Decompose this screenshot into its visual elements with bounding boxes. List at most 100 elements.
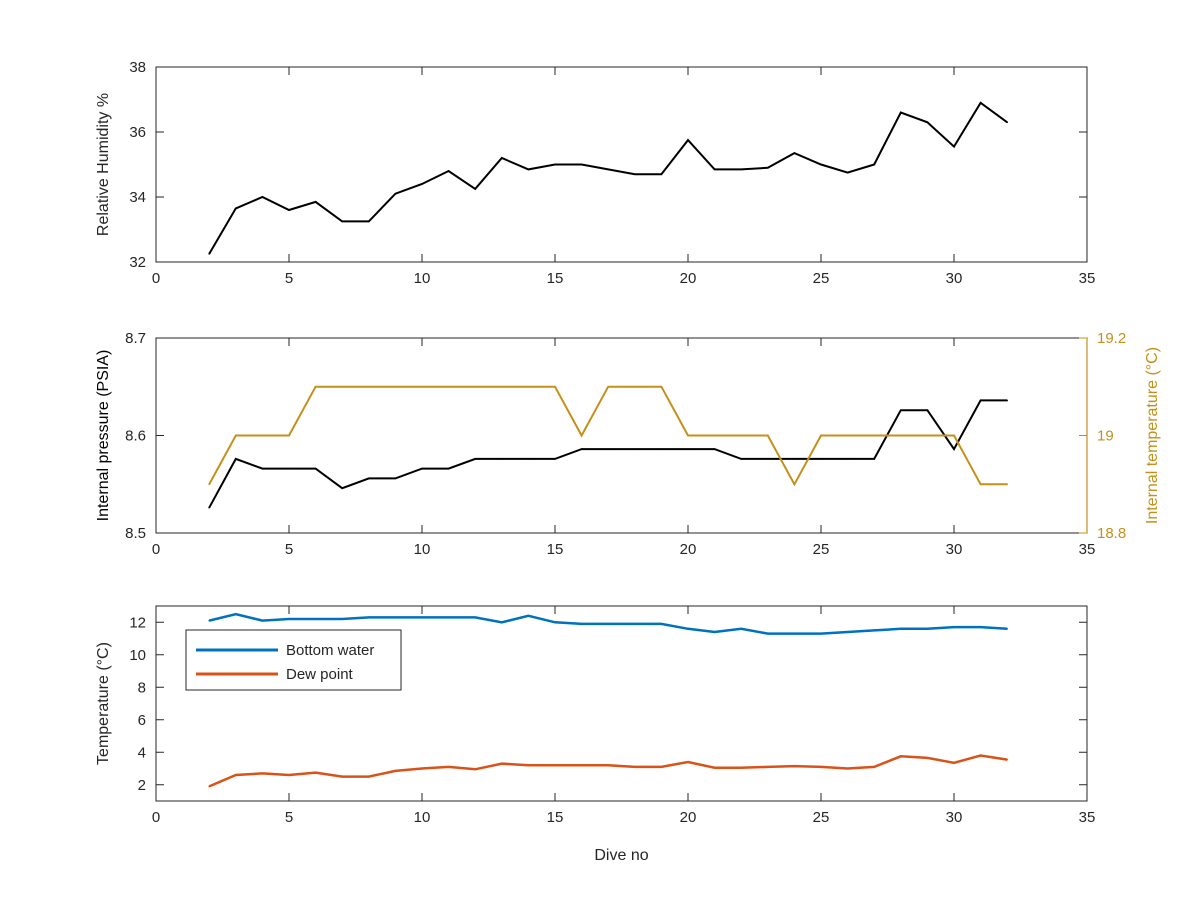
- data-point: [660, 766, 663, 768]
- legend: Bottom water Dew point: [185, 629, 402, 691]
- data-point: [421, 385, 423, 388]
- data-point: [713, 448, 716, 450]
- data-point: [713, 168, 716, 171]
- data-point: [208, 253, 210, 255]
- data-point: [634, 623, 636, 625]
- x-tick-label: 10: [414, 270, 431, 287]
- data-point: [261, 196, 264, 198]
- data-point: [474, 188, 477, 190]
- data-point: [926, 434, 929, 437]
- data-point: [235, 774, 237, 776]
- data-point: [421, 183, 423, 185]
- x-tick-label: 20: [680, 809, 697, 826]
- data-point: [687, 434, 689, 437]
- data-point: [740, 766, 742, 769]
- data-point: [979, 102, 982, 104]
- data-point: [687, 139, 689, 141]
- data-point: [447, 616, 450, 619]
- data-point: [979, 483, 982, 486]
- data-point: [501, 157, 503, 159]
- y-tick-label: 8.6: [125, 428, 146, 445]
- data-point: [979, 399, 982, 402]
- data-point: [607, 168, 609, 171]
- y-tick-label: 12: [129, 614, 146, 631]
- data-point: [660, 448, 663, 450]
- data-point: [926, 628, 929, 630]
- data-point: [820, 434, 822, 437]
- data-point: [527, 168, 530, 171]
- data-point: [527, 385, 530, 388]
- data-point: [1006, 483, 1008, 486]
- data-point: [554, 385, 556, 388]
- data-point: [580, 764, 583, 767]
- data-point: [447, 467, 450, 470]
- data-point: [713, 631, 716, 633]
- data-point: [846, 171, 849, 174]
- data-point: [235, 613, 237, 615]
- data-point: [979, 754, 982, 757]
- data-point: [314, 385, 317, 388]
- y-tick-label: 8: [138, 679, 146, 696]
- data-point: [660, 623, 663, 625]
- data-point: [607, 764, 609, 767]
- y-axis-label: Temperature (°C): [95, 642, 112, 765]
- y2-axis-label: Internal temperature (°C): [1144, 347, 1161, 524]
- data-point: [634, 385, 636, 388]
- data-point: [235, 458, 237, 460]
- data-point: [607, 448, 609, 450]
- y2-tick-label: 18.8: [1097, 525, 1126, 542]
- data-point: [580, 448, 583, 450]
- x-tick-label: 5: [285, 541, 293, 558]
- data-point: [580, 623, 583, 625]
- data-point: [501, 621, 503, 624]
- data-point: [873, 458, 875, 460]
- data-point: [900, 409, 902, 412]
- data-point: [660, 385, 663, 388]
- y-tick-label: 8.7: [125, 330, 146, 347]
- y-tick-label: 36: [129, 124, 146, 141]
- data-point: [873, 163, 875, 166]
- data-point: [314, 467, 317, 470]
- data-point: [527, 615, 530, 617]
- x-tick-label: 0: [152, 541, 160, 558]
- data-point: [740, 434, 742, 437]
- data-point: [208, 785, 210, 788]
- data-point: [634, 766, 636, 768]
- x-tick-label: 15: [547, 270, 564, 287]
- y-tick-label: 8.5: [125, 525, 146, 542]
- data-point: [447, 385, 450, 388]
- data-point: [580, 434, 583, 437]
- data-point: [554, 458, 556, 460]
- data-point: [208, 506, 210, 509]
- data-point: [1006, 758, 1008, 761]
- data-point: [740, 168, 742, 171]
- data-point: [314, 618, 317, 620]
- data-point: [421, 616, 423, 619]
- data-point: [953, 762, 955, 764]
- y-tick-label: 38: [129, 59, 146, 76]
- y-tick-label: 34: [129, 189, 146, 206]
- data-point: [208, 483, 210, 486]
- legend-box: [185, 629, 402, 691]
- data-point: [793, 483, 796, 486]
- data-point: [900, 111, 902, 114]
- data-point: [846, 631, 849, 633]
- data-point: [900, 628, 902, 630]
- data-point: [1006, 121, 1008, 124]
- data-point: [607, 385, 609, 388]
- legend-entry: Bottom water: [286, 642, 374, 659]
- data-point: [900, 755, 902, 758]
- x-tick-label: 0: [152, 270, 160, 287]
- temperature-panel: 0 5 10 15 20 25 30 35 2 4 6 8 10 12 Temperature (°C) Di…: [95, 605, 1095, 864]
- data-point: [261, 467, 264, 470]
- data-point: [713, 766, 716, 769]
- data-point: [873, 766, 875, 768]
- data-point: [368, 477, 370, 480]
- x-tick-label: 15: [547, 541, 564, 558]
- data-point: [527, 764, 530, 767]
- data-point: [1006, 628, 1008, 630]
- x-tick-label: 20: [680, 541, 697, 558]
- x-tick-label: 25: [813, 541, 830, 558]
- data-point: [634, 448, 636, 450]
- y-tick-label: 10: [129, 647, 146, 664]
